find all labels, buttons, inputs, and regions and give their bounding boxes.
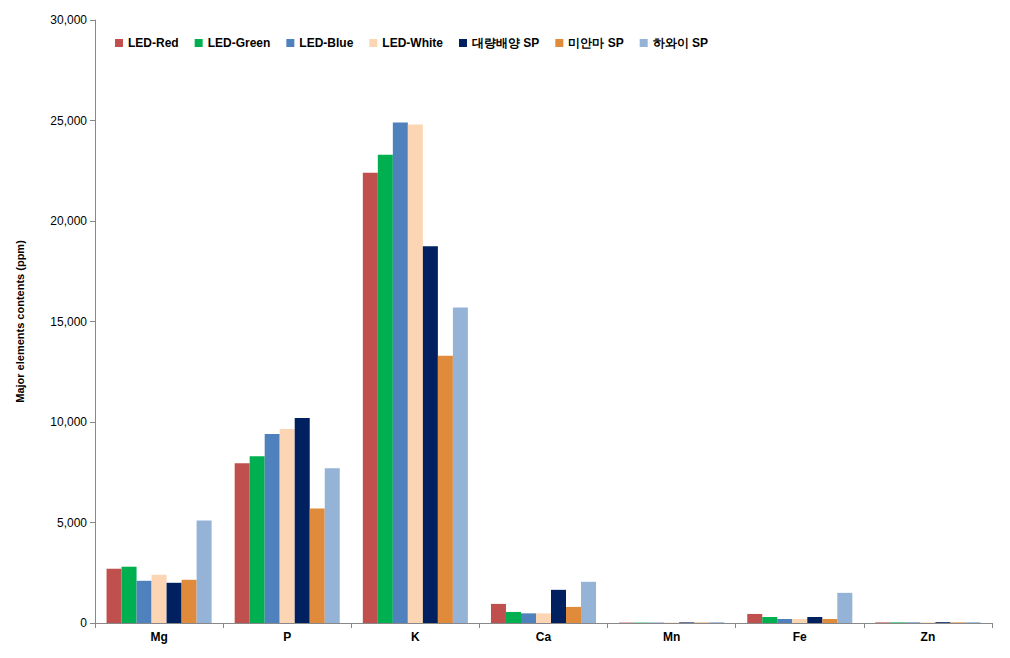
svg-text:LED-Red: LED-Red <box>128 36 179 50</box>
svg-text:5,000: 5,000 <box>57 516 87 530</box>
svg-text:25,000: 25,000 <box>50 114 87 128</box>
svg-text:20,000: 20,000 <box>50 214 87 228</box>
svg-text:LED-Blue: LED-Blue <box>299 36 353 50</box>
svg-text:30,000: 30,000 <box>50 13 87 27</box>
svg-text:0: 0 <box>80 616 87 630</box>
svg-text:Zn: Zn <box>921 630 936 644</box>
svg-text:P: P <box>283 630 291 644</box>
svg-text:LED-Green: LED-Green <box>208 36 271 50</box>
svg-text:Major elements contents (ppm): Major elements contents (ppm) <box>14 240 26 403</box>
svg-text:하와이 SP: 하와이 SP <box>653 36 708 50</box>
svg-text:15,000: 15,000 <box>50 315 87 329</box>
svg-text:K: K <box>411 630 420 644</box>
svg-text:미안마 SP: 미안마 SP <box>568 36 623 50</box>
svg-text:Ca: Ca <box>536 630 552 644</box>
svg-text:Mg: Mg <box>150 630 167 644</box>
svg-text:대량배양 SP: 대량배양 SP <box>472 36 539 50</box>
svg-text:Fe: Fe <box>793 630 807 644</box>
svg-text:Mn: Mn <box>663 630 680 644</box>
svg-text:LED-White: LED-White <box>382 36 443 50</box>
svg-text:10,000: 10,000 <box>50 415 87 429</box>
